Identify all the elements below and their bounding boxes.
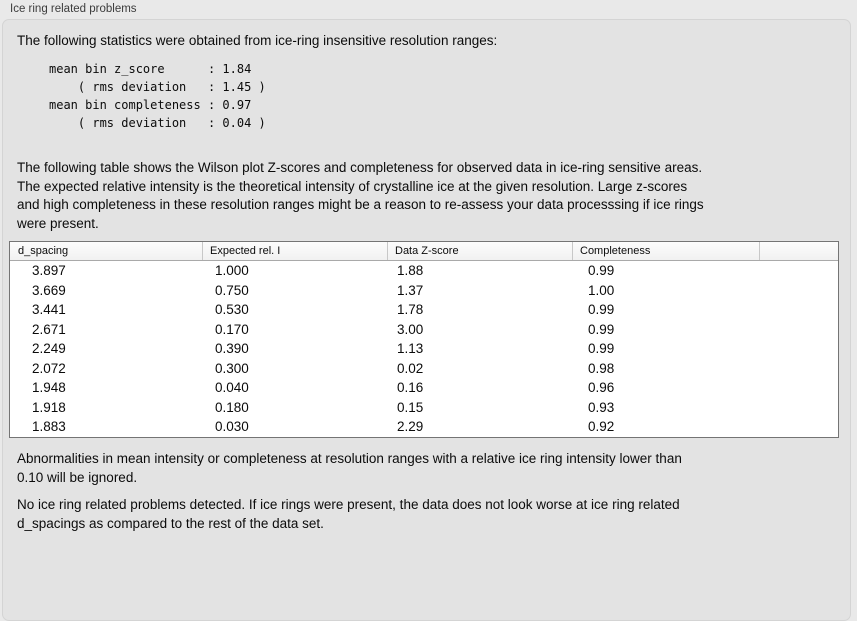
statistics-block: mean bin z_score : 1.84 ( rms deviation … [49,62,266,130]
table-row[interactable]: 2.072 0.300 0.02 0.98 [10,358,838,379]
table-cell: 1.78 [397,302,424,318]
table-cell: 0.170 [215,321,249,337]
table-cell: 0.99 [588,263,615,278]
panel-body: The following statistics were obtained f… [2,19,851,621]
table-cell: 0.180 [215,399,249,415]
table-cell: 3.00 [397,321,424,337]
table-cell: 0.040 [215,380,249,396]
table-row[interactable]: 1.948 0.040 0.16 0.96 [10,378,838,398]
table-row[interactable]: 3.897 1.000 1.88 0.99 [10,261,838,281]
table-cell: 2.249 [32,341,66,357]
table-cell: 0.530 [215,302,249,318]
table-cell: 0.02 [397,360,424,376]
table-row[interactable]: 1.883 0.030 2.29 0.92 [10,417,838,437]
column-header-d-spacing[interactable]: d_spacing [18,245,69,257]
table-cell: 0.99 [588,341,615,357]
table-cell: 3.669 [32,282,66,298]
panel-title: Ice ring related problems [10,3,137,15]
ignore-note: Abnormalities in mean intensity or compl… [17,451,682,485]
table-cell: 0.99 [588,302,615,318]
table-cell: 0.99 [588,321,615,337]
table-cell: 0.96 [588,380,615,396]
table-body: 3.897 1.000 1.88 0.99 3.669 0.750 1.37 1.00 3.44… [10,261,838,437]
table-cell: 1.948 [32,380,66,396]
table-cell: 0.16 [397,380,424,396]
column-header-empty[interactable] [759,242,838,260]
table-cell: 2.671 [32,321,66,337]
table-cell: 0.390 [215,341,249,357]
table-cell: 0.98 [588,360,615,376]
table-cell: 1.88 [397,263,424,278]
ice-ring-table: d_spacing Expected rel. I Data Z-score C… [9,241,839,438]
table-description: The following table shows the Wilson plo… [17,160,704,231]
table-cell: 2.29 [397,419,424,435]
table-cell: 1.13 [397,341,424,357]
table-header-row: d_spacing Expected rel. I Data Z-score C… [10,242,838,261]
column-header-expected-rel-i[interactable]: Expected rel. I [202,242,387,260]
table-cell: 3.441 [32,302,66,318]
table-cell: 1.00 [588,282,615,298]
table-cell: 0.030 [215,419,249,435]
table-cell: 0.15 [397,399,424,415]
table-cell: 0.300 [215,360,249,376]
table-cell: 2.072 [32,360,66,376]
table-cell: 1.918 [32,399,66,415]
table-cell: 1.37 [397,282,424,298]
intro-text: The following statistics were obtained f… [17,33,498,48]
table-row[interactable]: 2.671 0.170 3.00 0.99 [10,319,838,340]
table-cell: 3.897 [32,263,66,278]
table-cell: 1.883 [32,419,66,435]
table-row[interactable]: 1.918 0.180 0.15 0.93 [10,397,838,418]
column-header-completeness[interactable]: Completeness [572,242,759,260]
column-header-data-z-score[interactable]: Data Z-score [387,242,572,260]
conclusion-text: No ice ring related problems detected. I… [17,497,680,531]
table-row[interactable]: 3.669 0.750 1.37 1.00 [10,280,838,301]
table-cell: 0.92 [588,419,615,435]
table-cell: 0.750 [215,282,249,298]
table-cell: 1.000 [215,263,249,278]
table-cell: 0.93 [588,399,615,415]
table-row[interactable]: 2.249 0.390 1.13 0.99 [10,339,838,359]
table-row[interactable]: 3.441 0.530 1.78 0.99 [10,300,838,320]
